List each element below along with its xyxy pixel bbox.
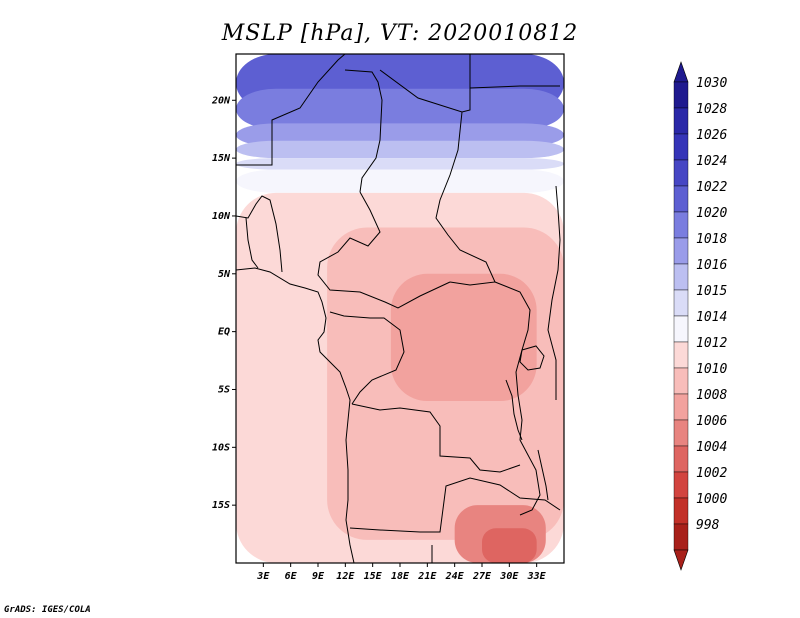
- colorbar-swatch: [673, 211, 689, 239]
- x-tick-label: 30E: [499, 571, 519, 582]
- y-axis: 20N 15N 10N 5N EQ 5S 10S 15S: [211, 95, 236, 511]
- colorbar-swatch: [673, 237, 689, 265]
- colorbar-swatch: [673, 445, 689, 473]
- border-congo: [329, 311, 405, 405]
- border-west-africa: [236, 195, 283, 273]
- country-borders: [236, 54, 561, 563]
- colorbar-label: 1008: [696, 388, 727, 403]
- colorbar-swatch: [673, 133, 689, 161]
- east-coast: [547, 185, 561, 400]
- y-tick-label: 15S: [212, 500, 230, 511]
- lake-victoria: [519, 345, 545, 371]
- border-centre: [317, 191, 451, 309]
- x-tick-label: 9E: [312, 571, 325, 582]
- x-tick-label: 33E: [527, 571, 547, 582]
- colorbar-label: 1028: [696, 102, 727, 117]
- x-tick-label: 21E: [417, 571, 437, 582]
- x-tick-label: 27E: [472, 571, 492, 582]
- colorbar-swatch: [673, 159, 689, 187]
- border-north-2: [344, 69, 383, 193]
- x-tick-label: 6E: [285, 571, 298, 582]
- colorbar-swatch: [673, 367, 689, 395]
- y-tick-label: EQ: [218, 327, 230, 338]
- border-west-2: [245, 217, 259, 269]
- colorbar-label: 1002: [696, 466, 727, 481]
- colorbar-label: 1026: [696, 128, 727, 143]
- colorbar-label: 1014: [696, 310, 727, 325]
- colorbar-swatch: [673, 341, 689, 369]
- pressure-region-1016: [236, 140, 564, 159]
- x-axis: 3E 6E 9E 12E 15E 18E 21E 24E 27E 30E 33E: [256, 563, 547, 582]
- colorbar-label: 1024: [696, 154, 727, 169]
- border-north-1: [236, 54, 346, 166]
- grads-credit: GrADS: IGES/COLA: [4, 605, 91, 615]
- colorbar-label: 1018: [696, 232, 727, 247]
- border-chad-sudan: [435, 111, 496, 286]
- y-tick-label: 5S: [218, 384, 230, 395]
- colorbar-swatch: [673, 497, 689, 525]
- border-angola: [351, 403, 521, 473]
- chart-title: MSLP [hPa], VT: 2020010812: [221, 21, 578, 46]
- colorbar-top-arrow: [673, 61, 689, 83]
- lake-malawi: [537, 449, 549, 501]
- colorbar-swatch: [673, 107, 689, 135]
- y-tick-label: 15N: [212, 153, 231, 164]
- pressure-region-1015: [236, 158, 564, 170]
- y-tick-label: 5N: [218, 269, 231, 280]
- colorbar-swatch: [673, 185, 689, 213]
- pressure-region-1008: [390, 273, 537, 402]
- y-tick-label: 10N: [212, 211, 231, 222]
- pressure-region-1014: [236, 169, 564, 193]
- colorbar-swatch: [673, 289, 689, 317]
- pressure-region-1004: [482, 528, 537, 563]
- colorbar-swatch: [673, 315, 689, 343]
- border-north-4: [469, 85, 560, 89]
- x-tick-label: 24E: [445, 571, 465, 582]
- x-tick-label: 15E: [364, 571, 383, 582]
- colorbar-label: 1012: [696, 336, 727, 351]
- y-tick-label: 20N: [211, 95, 231, 106]
- colorbar-label: 1016: [696, 258, 727, 273]
- colorbar-label: 1000: [696, 492, 727, 507]
- colorbar-label: 1004: [696, 440, 727, 455]
- lake-tanganyika: [505, 379, 523, 441]
- colorbar-swatch: [673, 263, 689, 291]
- y-tick-label: 10S: [212, 442, 230, 453]
- colorbar-label: 1006: [696, 414, 727, 429]
- colorbar-swatch: [673, 419, 689, 447]
- colorbar-label: 1015: [696, 284, 727, 299]
- colorbar-swatch: [673, 523, 689, 551]
- colorbar-label: 1022: [696, 180, 727, 195]
- pressure-fill-layer: [236, 54, 564, 563]
- colorbar-swatch: [673, 81, 689, 109]
- pressure-region-1020: [236, 88, 564, 130]
- colorbar-swatch: [673, 471, 689, 499]
- x-tick-label: 3E: [256, 571, 270, 582]
- border-east: [494, 281, 541, 516]
- colorbar-label: 1020: [696, 206, 727, 221]
- colorbar: 1030 1028 1026 1024 1022 1020 1018 1016 1015 1014…: [673, 61, 727, 571]
- border-south: [349, 477, 561, 533]
- x-tick-label: 12E: [336, 571, 355, 582]
- colorbar-label: 1030: [696, 76, 727, 91]
- coastline: [236, 267, 355, 563]
- x-tick-label: 18E: [391, 571, 410, 582]
- colorbar-label: 1010: [696, 362, 727, 377]
- colorbar-label: 998: [696, 518, 720, 533]
- colorbar-bottom-arrow: [673, 549, 689, 571]
- colorbar-swatch: [673, 393, 689, 421]
